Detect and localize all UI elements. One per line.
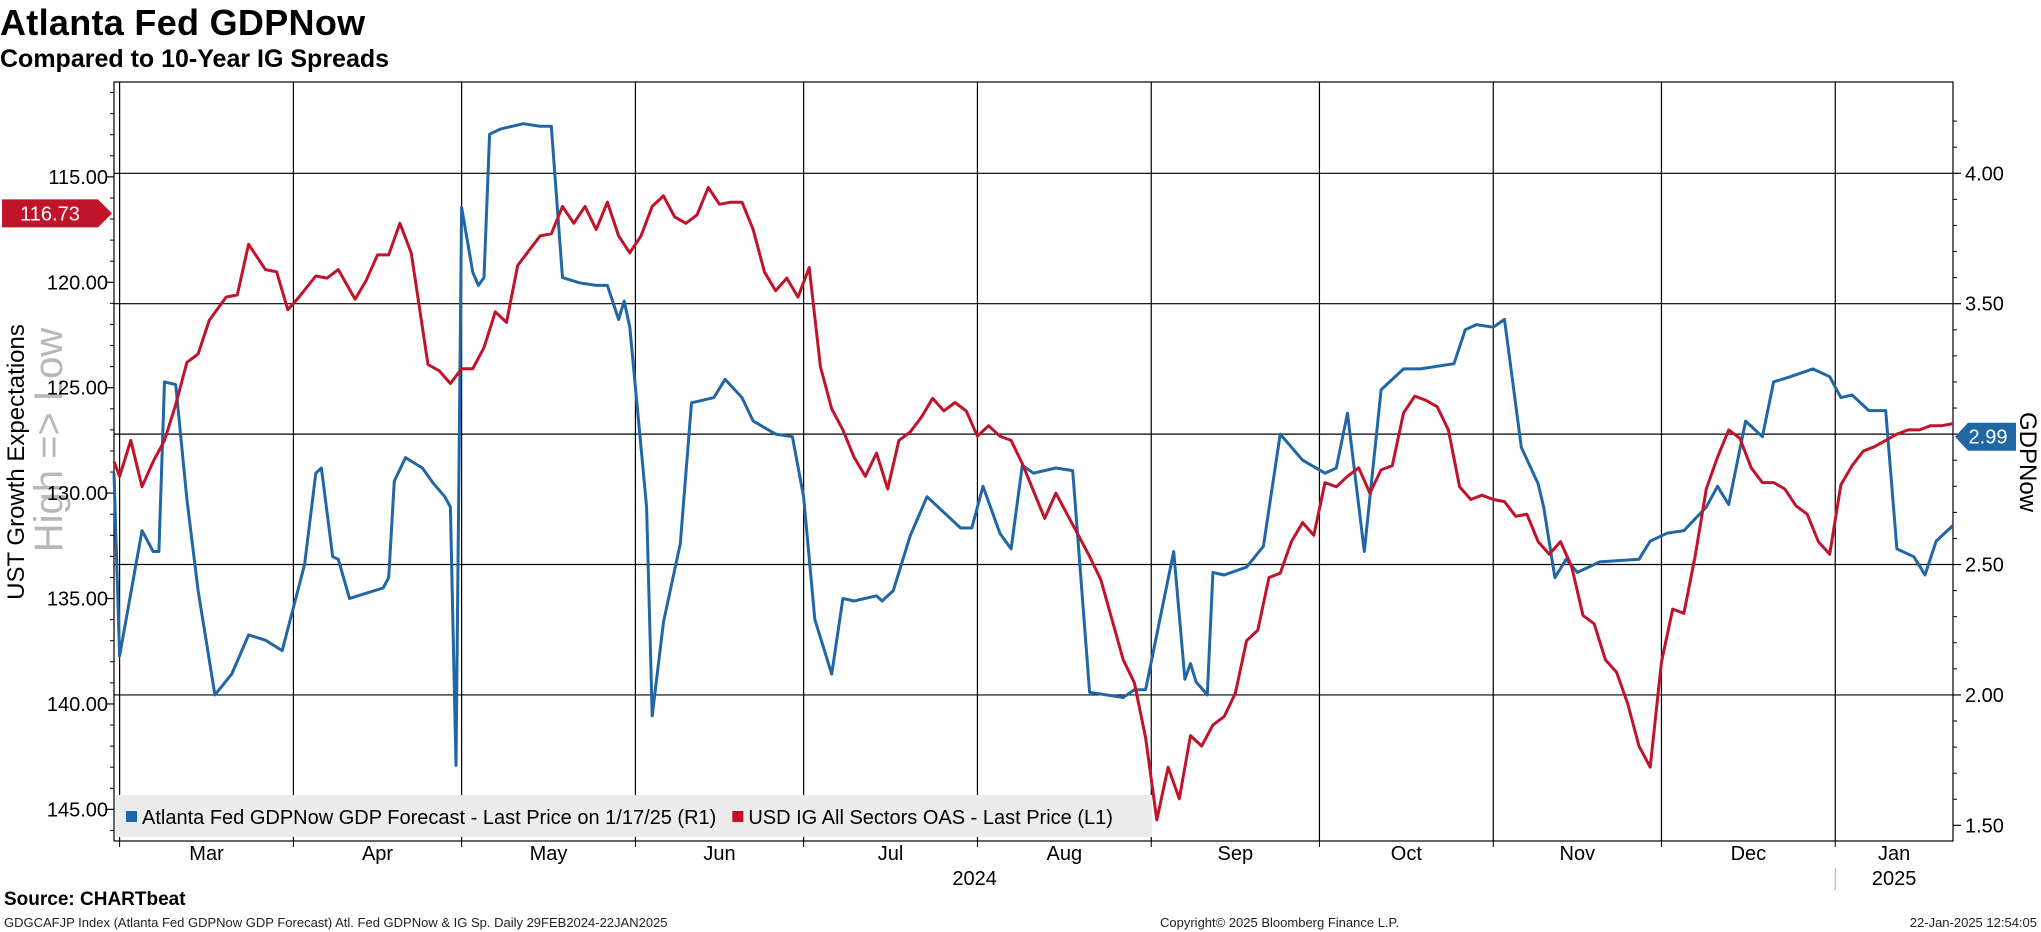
x-month-label: Jan (1878, 843, 1910, 865)
x-month-label: Sep (1218, 843, 1254, 865)
footer-copyright: Copyright© 2025 Bloomberg Finance L.P. (1160, 915, 1400, 930)
left-tick-label: 135.00 (47, 589, 108, 611)
legend-label: USD IG All Sectors OAS - Last Price (L1) (748, 807, 1113, 829)
x-year-label: 2024 (952, 868, 997, 890)
legend-swatch (126, 811, 137, 822)
x-month-label: Jun (703, 843, 735, 865)
left-tick-label: 125.00 (47, 378, 108, 400)
footer-index-note: GDGCAFJP Index (Atlanta Fed GDPNow GDP F… (4, 915, 668, 930)
legend-box (116, 795, 1152, 837)
plot-frame (113, 81, 1954, 842)
right-tick-label: 3.50 (1965, 294, 2004, 316)
legend-label: Atlanta Fed GDPNow GDP Forecast - Last P… (142, 807, 716, 829)
page-title: Atlanta Fed GDPNow (0, 2, 366, 43)
axis-watermark: High => Low (27, 328, 71, 553)
left-tick-label: 130.00 (47, 483, 108, 505)
left-axis-title: UST Growth Expectations (3, 324, 30, 600)
x-year-label: 2025 (1872, 868, 1917, 890)
page-subtitle: Compared to 10-Year IG Spreads (0, 45, 390, 73)
footer-timestamp: 22-Jan-2025 12:54:05 (1909, 915, 2037, 930)
x-month-label: Dec (1731, 843, 1767, 865)
x-month-label: Oct (1391, 843, 1423, 865)
last-value-tag-right (1955, 422, 2016, 451)
last-value-label-left: 116.73 (20, 203, 80, 225)
legend-swatch (732, 811, 744, 822)
x-month-label: Nov (1560, 843, 1596, 865)
left-tick-label: 140.00 (47, 694, 108, 716)
x-month-label: Jul (878, 843, 904, 865)
right-tick-label: 2.50 (1965, 555, 2004, 577)
left-tick-label: 120.00 (47, 272, 108, 294)
series-line (112, 185, 1954, 822)
left-tick-label: 145.00 (47, 799, 108, 821)
left-tick-label: 115.00 (48, 167, 108, 189)
x-month-label: Aug (1047, 843, 1083, 865)
source-note: Source: CHARTbeat (4, 889, 186, 910)
right-axis-title: GDPNow (2014, 412, 2041, 513)
last-value-tag-left (2, 199, 112, 228)
x-month-label: Apr (362, 843, 393, 865)
x-month-label: May (530, 843, 568, 865)
last-value-label-right: 2.99 (1969, 427, 2008, 449)
right-tick-label: 2.00 (1965, 685, 2004, 707)
right-tick-label: 4.00 (1965, 163, 2004, 185)
right-tick-label: 1.50 (1965, 815, 2004, 837)
series-line (112, 122, 1955, 767)
x-month-label: Mar (189, 843, 224, 865)
